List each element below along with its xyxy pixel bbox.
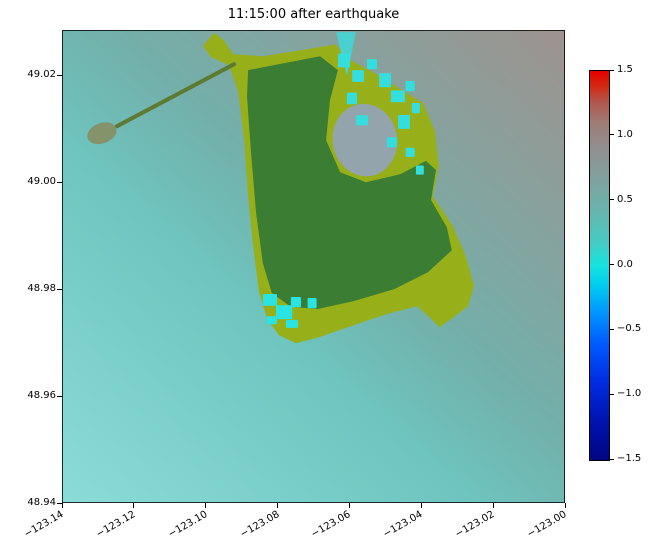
colorbar-tick-mark: [610, 264, 614, 265]
colorbar-tick-label: −0.5: [617, 323, 642, 335]
colorbar-tick-label: 0.0: [617, 258, 633, 270]
x-tick-label: −123.08: [237, 509, 282, 541]
colorbar-tick-label: −1.5: [617, 453, 642, 464]
x-tick-mark: [564, 503, 566, 508]
y-tick-mark: [57, 288, 62, 290]
x-tick-mark: [492, 503, 494, 508]
flooded-cells-northeast: [338, 53, 424, 175]
x-tick-mark: [348, 503, 350, 508]
y-tick-mark: [57, 181, 62, 183]
x-tick-label: −123.00: [525, 509, 569, 541]
y-tick-mark: [57, 395, 62, 397]
x-tick-label: −123.04: [381, 509, 425, 541]
x-tick-mark: [420, 503, 422, 508]
colorbar-tick-mark: [610, 458, 614, 460]
flooded-cells-south: [263, 294, 317, 328]
map-plot: [62, 30, 565, 503]
colorbar-tick-label: −1.0: [617, 388, 642, 400]
colorbar-tick-mark: [610, 134, 614, 136]
plot-frame: [62, 30, 565, 503]
inundation-gray-patch: [332, 103, 398, 177]
x-tick-label: −123.06: [309, 509, 353, 541]
y-tick-label: 49.00: [27, 176, 56, 188]
x-tick-label: −123.02: [453, 509, 497, 541]
colorbar-tick-mark: [610, 69, 614, 71]
colorbar-tick-label: 1.5: [617, 64, 633, 75]
y-tick-mark: [57, 502, 62, 504]
x-tick-label: −123.10: [166, 509, 210, 541]
colorbar: [589, 70, 610, 461]
island-interior: [247, 56, 452, 310]
x-tick-label: −123.12: [94, 509, 138, 541]
x-tick-label: −123.14: [22, 509, 66, 541]
plot-title: 11:15:00 after earthquake: [227, 7, 400, 22]
colorbar-tick-label: 0.5: [617, 193, 633, 205]
x-tick-mark: [205, 503, 207, 508]
x-tick-mark: [277, 503, 279, 508]
x-tick-mark: [61, 503, 63, 508]
colorbar-tick-mark: [610, 393, 614, 395]
y-tick-label: 48.98: [27, 283, 56, 295]
colorbar-tick-mark: [610, 199, 614, 201]
x-tick-mark: [133, 503, 135, 508]
y-tick-label: 48.96: [27, 390, 56, 402]
causeway-terminal: [87, 122, 117, 145]
colorbar-tick-label: 1.0: [617, 128, 633, 140]
y-tick-mark: [57, 74, 62, 76]
y-tick-label: 49.02: [27, 69, 56, 81]
causeway: [115, 62, 237, 129]
colorbar-tick-mark: [610, 328, 614, 330]
y-tick-label: 48.94: [27, 497, 56, 508]
